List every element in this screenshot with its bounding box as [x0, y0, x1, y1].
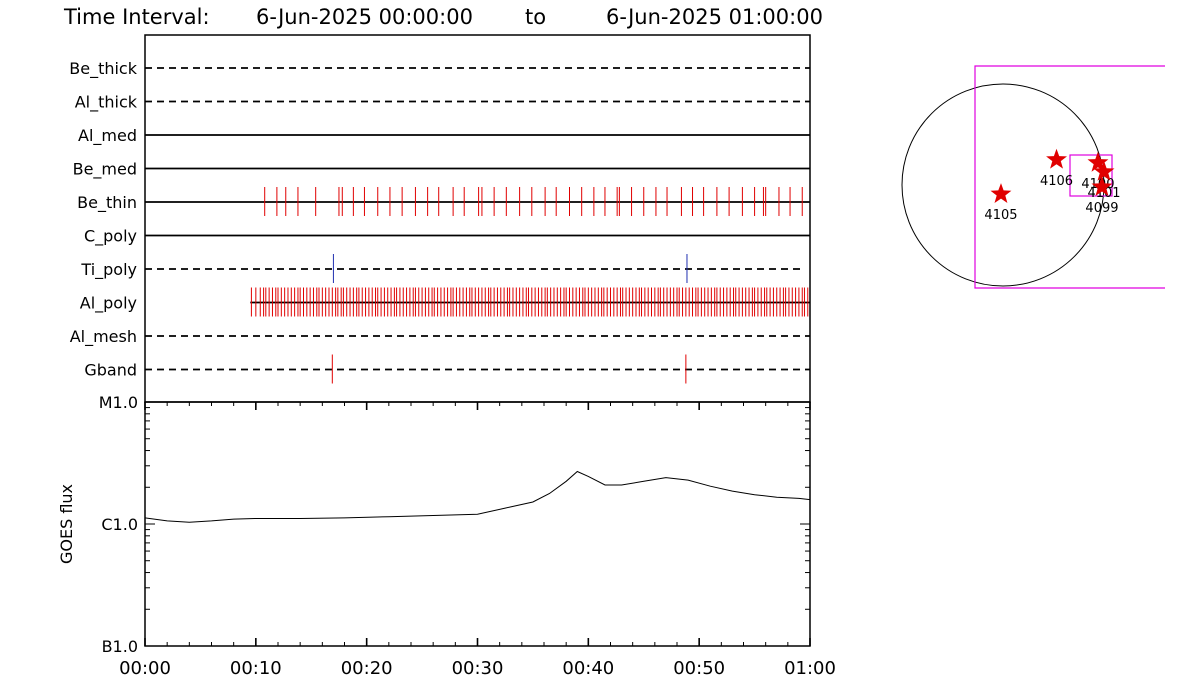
timeline-rows: Be_thick Al_thick Al_med Be_med Be_thin C_pol…: [69, 59, 810, 384]
fov-box-large: [974, 65, 1165, 289]
goes-flux-line: [144, 470, 811, 523]
channel-label-al-med: Al_med: [78, 126, 137, 146]
header-end-time: 6-Jun-2025 01:00:00: [606, 5, 823, 29]
goes-labels: M1.0 C1.0 B1.0 00:00 00:10 00:20 00:30 00:40 00:…: [99, 393, 836, 679]
solar-disk-map: 41064105410041014099: [901, 65, 1165, 289]
active-region-star: [1087, 151, 1109, 172]
goes-frame: [144, 401, 811, 647]
active-region-star: [990, 183, 1012, 203]
active-region-star: [1091, 176, 1113, 196]
active-region-label: 4105: [984, 208, 1017, 223]
goes-flux-panel: M1.0 C1.0 B1.0 00:00 00:10 00:20 00:30 00:40 00:…: [57, 393, 836, 679]
channel-label-be-thick: Be_thick: [69, 59, 137, 79]
goes-ticks: [144, 401, 811, 647]
channel-label-al-thick: Al_thick: [75, 93, 138, 113]
header-start-time: 6-Jun-2025 00:00:00: [256, 5, 473, 29]
x-tick-label: 01:00: [784, 658, 836, 679]
channel-label-be-med: Be_med: [73, 160, 137, 180]
channel-label-al-poly: Al_poly: [80, 294, 137, 314]
channel-label-gband: Gband: [84, 361, 137, 380]
header-label: Time Interval:: [63, 5, 210, 29]
channel-label-be-thin: Be_thin: [77, 193, 137, 213]
y-tick-label: B1.0: [102, 637, 138, 656]
x-tick-label: 00:40: [562, 658, 614, 679]
active-region-star: [1093, 160, 1115, 181]
y-tick-label: M1.0: [99, 393, 138, 412]
solar-limb-circle: [901, 83, 1105, 287]
x-tick-label: 00:00: [119, 658, 171, 679]
x-tick-label: 00:20: [341, 658, 393, 679]
active-region-label: 4106: [1040, 174, 1073, 189]
channel-label-al-mesh: Al_mesh: [70, 327, 137, 347]
x-tick-label: 00:50: [673, 658, 725, 679]
event-timeline-panel: Be_thick Al_thick Al_med Be_med Be_thin C_pol…: [69, 34, 811, 403]
header-to: to: [525, 5, 546, 29]
channel-label-ti-poly: Ti_poly: [80, 260, 137, 280]
active-region-star: [1046, 148, 1067, 169]
timeline-frame: [144, 34, 811, 403]
x-tick-label: 00:10: [230, 658, 282, 679]
y-tick-label: C1.0: [101, 515, 138, 534]
fov-box-small: [1069, 154, 1113, 197]
active-region-label: 4101: [1087, 186, 1120, 201]
goes-y-axis-label: GOES flux: [57, 484, 76, 564]
channel-label-c-poly: C_poly: [84, 227, 137, 247]
active-regions: 41064105410041014099: [984, 148, 1121, 223]
x-tick-label: 00:30: [452, 658, 504, 679]
active-region-label: 4099: [1085, 201, 1118, 216]
